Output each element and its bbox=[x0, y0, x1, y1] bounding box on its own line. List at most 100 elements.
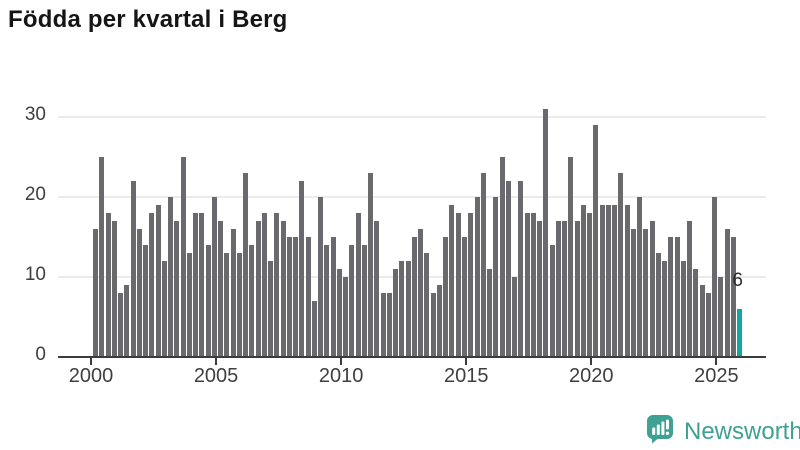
bar-q33 bbox=[299, 181, 305, 357]
bar-q12 bbox=[168, 197, 173, 357]
bar-q44 bbox=[368, 173, 374, 357]
bar-highlight-2025-Q4 bbox=[737, 309, 743, 357]
bar-q28 bbox=[268, 261, 274, 357]
bar-q48 bbox=[393, 269, 399, 357]
newsworthy-logo-icon bbox=[646, 414, 676, 449]
bar-q71 bbox=[537, 221, 542, 357]
bar-q100 bbox=[718, 277, 724, 357]
bar-q38 bbox=[330, 237, 336, 357]
bar-q85 bbox=[624, 205, 630, 357]
bar-q10 bbox=[155, 205, 161, 357]
bar-q43 bbox=[361, 245, 367, 357]
bar-q17 bbox=[199, 213, 205, 357]
bar-q14 bbox=[180, 157, 186, 357]
gridline-y30 bbox=[58, 116, 766, 118]
bar-q4 bbox=[118, 293, 123, 357]
bar-q53 bbox=[424, 253, 430, 357]
bar-q32 bbox=[293, 237, 299, 357]
bar-q99 bbox=[712, 197, 718, 357]
x-axis-line bbox=[58, 356, 766, 358]
bar-q57 bbox=[449, 205, 455, 357]
bar-q102 bbox=[730, 237, 736, 357]
bar-q93 bbox=[674, 237, 680, 357]
bar-q19 bbox=[211, 197, 217, 357]
bar-q83 bbox=[612, 205, 617, 357]
y-axis-label-30: 30 bbox=[24, 104, 46, 125]
bar-q54 bbox=[430, 293, 436, 357]
bar-q59 bbox=[462, 237, 467, 357]
bar-q87 bbox=[637, 197, 643, 357]
bar-q29 bbox=[274, 213, 280, 357]
bar-q95 bbox=[687, 221, 693, 357]
bar-q66 bbox=[505, 181, 511, 357]
bar-q75 bbox=[562, 221, 567, 357]
bar-q13 bbox=[174, 221, 180, 357]
bar-q21 bbox=[224, 253, 230, 357]
x-tick-2025 bbox=[715, 357, 718, 365]
bar-q22 bbox=[230, 229, 236, 357]
bar-q26 bbox=[255, 221, 261, 357]
bar-q63 bbox=[487, 269, 492, 357]
bar-q0 bbox=[93, 229, 98, 357]
bar-q16 bbox=[193, 213, 199, 357]
bar-q81 bbox=[599, 205, 605, 357]
bar-q60 bbox=[468, 213, 474, 357]
bar-q74 bbox=[555, 221, 561, 357]
x-tick-2000 bbox=[90, 357, 92, 365]
bar-q70 bbox=[530, 213, 536, 357]
bar-q77 bbox=[574, 221, 580, 357]
x-axis-label-2010: 2010 bbox=[318, 365, 364, 387]
bar-q41 bbox=[349, 245, 355, 357]
bar-q73 bbox=[549, 245, 555, 357]
bar-q64 bbox=[493, 197, 499, 357]
bar-q62 bbox=[480, 173, 486, 357]
bar-q101 bbox=[724, 229, 730, 357]
bar-q72 bbox=[543, 109, 549, 357]
bar-q91 bbox=[662, 261, 668, 357]
bar-q67 bbox=[512, 277, 517, 357]
bar-q42 bbox=[355, 213, 361, 357]
x-axis-label-2000: 2000 bbox=[68, 365, 114, 387]
x-axis-label-2020: 2020 bbox=[569, 365, 614, 387]
bar-q39 bbox=[336, 269, 342, 357]
bar-q76 bbox=[568, 157, 574, 357]
bar-q1 bbox=[99, 157, 105, 357]
x-tick-2005 bbox=[215, 357, 218, 365]
bar-q20 bbox=[218, 221, 224, 357]
bar-q82 bbox=[605, 205, 611, 357]
bar-q30 bbox=[280, 221, 286, 357]
bar-q2 bbox=[105, 213, 111, 357]
bar-q31 bbox=[286, 237, 292, 357]
bar-q98 bbox=[705, 293, 711, 357]
y-axis-label-0: 0 bbox=[35, 344, 46, 365]
bar-q27 bbox=[261, 213, 267, 357]
bar-q92 bbox=[668, 237, 674, 357]
bar-q18 bbox=[205, 245, 211, 357]
bar-q50 bbox=[405, 261, 411, 357]
bar-q23 bbox=[236, 253, 242, 357]
bar-q45 bbox=[374, 221, 380, 357]
bar-q69 bbox=[524, 213, 530, 357]
bar-q86 bbox=[630, 229, 636, 357]
bar-q51 bbox=[411, 237, 417, 357]
bar-q55 bbox=[436, 285, 442, 357]
bar-q3 bbox=[111, 221, 117, 357]
bar-q25 bbox=[249, 245, 255, 357]
x-tick-2015 bbox=[465, 357, 468, 365]
bar-q8 bbox=[143, 245, 148, 357]
bar-q6 bbox=[130, 181, 136, 357]
bar-q34 bbox=[305, 237, 311, 357]
bar-q9 bbox=[149, 213, 155, 357]
gridline-y20 bbox=[58, 196, 766, 198]
bar-q96 bbox=[693, 269, 699, 357]
chart-title: Födda per kvartal i Berg bbox=[8, 6, 288, 33]
highlight-value-label: 6 bbox=[732, 270, 743, 291]
bar-q40 bbox=[343, 277, 349, 357]
bar-q5 bbox=[124, 285, 130, 357]
x-axis-label-2025: 2025 bbox=[694, 365, 739, 387]
bar-q49 bbox=[399, 261, 405, 357]
bar-q61 bbox=[474, 197, 480, 357]
bar-q84 bbox=[618, 173, 624, 357]
x-axis-label-2015: 2015 bbox=[443, 365, 489, 387]
